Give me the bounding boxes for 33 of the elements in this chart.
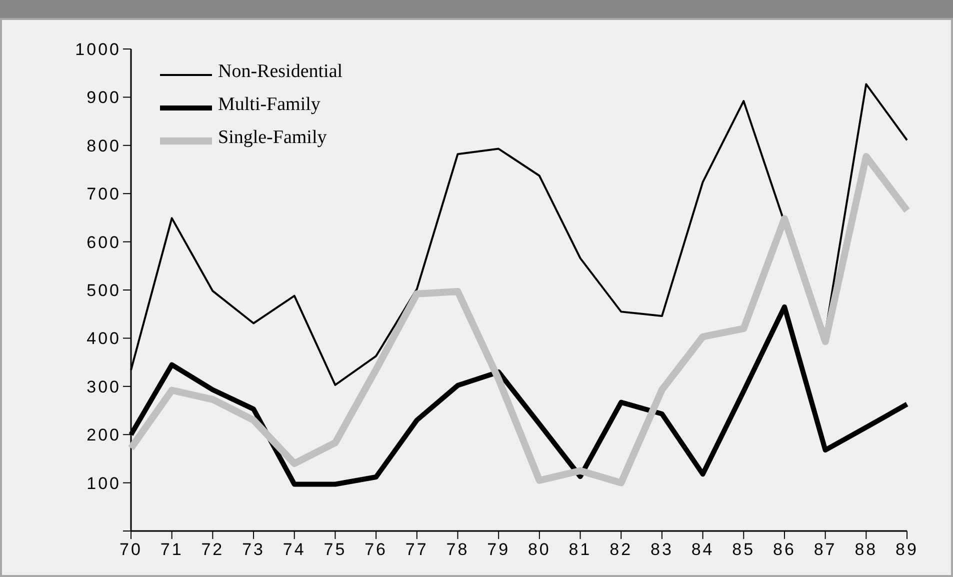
x-tick-label: 75 xyxy=(324,540,347,559)
x-tick-label: 86 xyxy=(773,540,796,559)
y-tick-label: 300 xyxy=(86,377,121,396)
x-tick-label: 80 xyxy=(528,540,551,559)
x-tick-label: 82 xyxy=(610,540,633,559)
x-tick-label: 73 xyxy=(242,540,265,559)
y-tick-label: 400 xyxy=(86,329,121,348)
y-tick-label: 900 xyxy=(86,88,121,108)
legend-label: Multi-Family xyxy=(218,94,321,115)
x-tick-label: 72 xyxy=(201,540,224,559)
x-tick-label: 78 xyxy=(446,540,470,559)
y-tick-label: 200 xyxy=(86,426,121,445)
x-tick-label: 87 xyxy=(814,540,837,559)
x-tick-label: 74 xyxy=(282,540,306,559)
y-tick-label: 600 xyxy=(86,232,121,252)
x-tick-label: 77 xyxy=(405,540,428,559)
legend-label: Single-Family xyxy=(218,126,328,148)
legend-label: Non-Residential xyxy=(218,60,343,82)
x-tick-label: 83 xyxy=(650,540,674,559)
x-tick-label: 89 xyxy=(896,540,918,559)
x-tick-label: 76 xyxy=(364,540,388,559)
x-tick-label: 85 xyxy=(732,540,756,559)
y-tick-label: 700 xyxy=(86,184,121,204)
x-tick-label: 71 xyxy=(160,540,184,559)
y-tick-label: 800 xyxy=(86,136,121,156)
x-tick-label: 70 xyxy=(120,540,142,559)
x-tick-label: 88 xyxy=(854,540,878,559)
x-tick-label: 79 xyxy=(487,540,510,559)
y-tick-label: 500 xyxy=(86,280,121,300)
y-tick-label: 1000 xyxy=(75,40,121,59)
x-tick-label: 84 xyxy=(691,540,714,559)
y-tick-label: 100 xyxy=(86,474,121,493)
x-tick-label: 81 xyxy=(568,540,592,559)
